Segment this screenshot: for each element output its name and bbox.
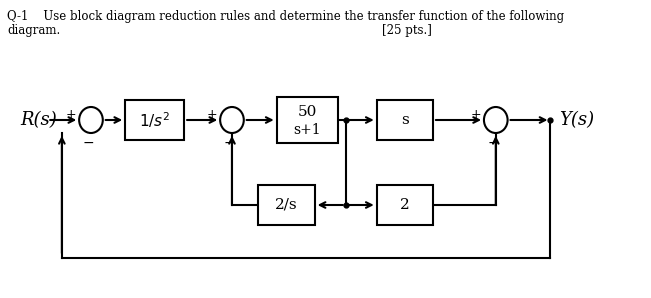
Bar	[125, 100, 184, 140]
Text: s+1: s+1	[294, 123, 322, 137]
Bar	[377, 100, 433, 140]
Text: −: −	[487, 136, 499, 150]
Text: 2/s: 2/s	[275, 198, 298, 212]
Text: R(s): R(s)	[20, 111, 57, 129]
Text: 50: 50	[298, 105, 317, 119]
Circle shape	[484, 107, 508, 133]
Bar	[258, 185, 314, 225]
Bar	[377, 185, 433, 225]
Text: +: +	[66, 108, 76, 122]
Text: s: s	[401, 113, 409, 127]
Text: [25 pts.]: [25 pts.]	[382, 24, 432, 37]
Text: −: −	[223, 136, 235, 150]
Text: +: +	[207, 108, 217, 122]
Text: 2: 2	[400, 198, 409, 212]
Text: −: −	[83, 136, 94, 150]
Circle shape	[79, 107, 103, 133]
Circle shape	[220, 107, 243, 133]
Text: diagram.: diagram.	[7, 24, 61, 37]
Text: $1/s^2$: $1/s^2$	[139, 110, 171, 130]
Bar	[277, 97, 339, 143]
Text: Y(s): Y(s)	[559, 111, 594, 129]
Text: +: +	[471, 108, 481, 122]
Text: Q-1    Use block diagram reduction rules and determine the transfer function of : Q-1 Use block diagram reduction rules an…	[7, 10, 564, 23]
